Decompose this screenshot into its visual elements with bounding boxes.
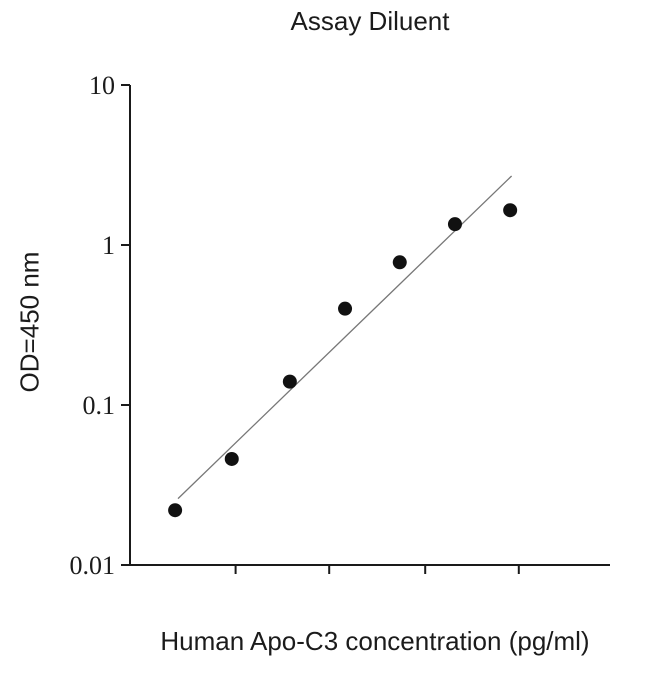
data-point <box>168 503 183 518</box>
data-point <box>447 217 462 232</box>
data-point <box>224 451 239 466</box>
data-point <box>392 255 407 270</box>
data-point <box>282 374 297 389</box>
chart-title: Assay Diluent <box>290 6 450 36</box>
data-point <box>503 203 518 218</box>
y-tick-label: 0.1 <box>83 391 116 420</box>
data-point <box>338 301 353 316</box>
x-axis-label: Human Apo-C3 concentration (pg/ml) <box>160 626 590 656</box>
y-tick-label: 0.01 <box>70 551 116 580</box>
y-tick-label: 10 <box>89 71 115 100</box>
y-tick-label: 1 <box>102 231 115 260</box>
